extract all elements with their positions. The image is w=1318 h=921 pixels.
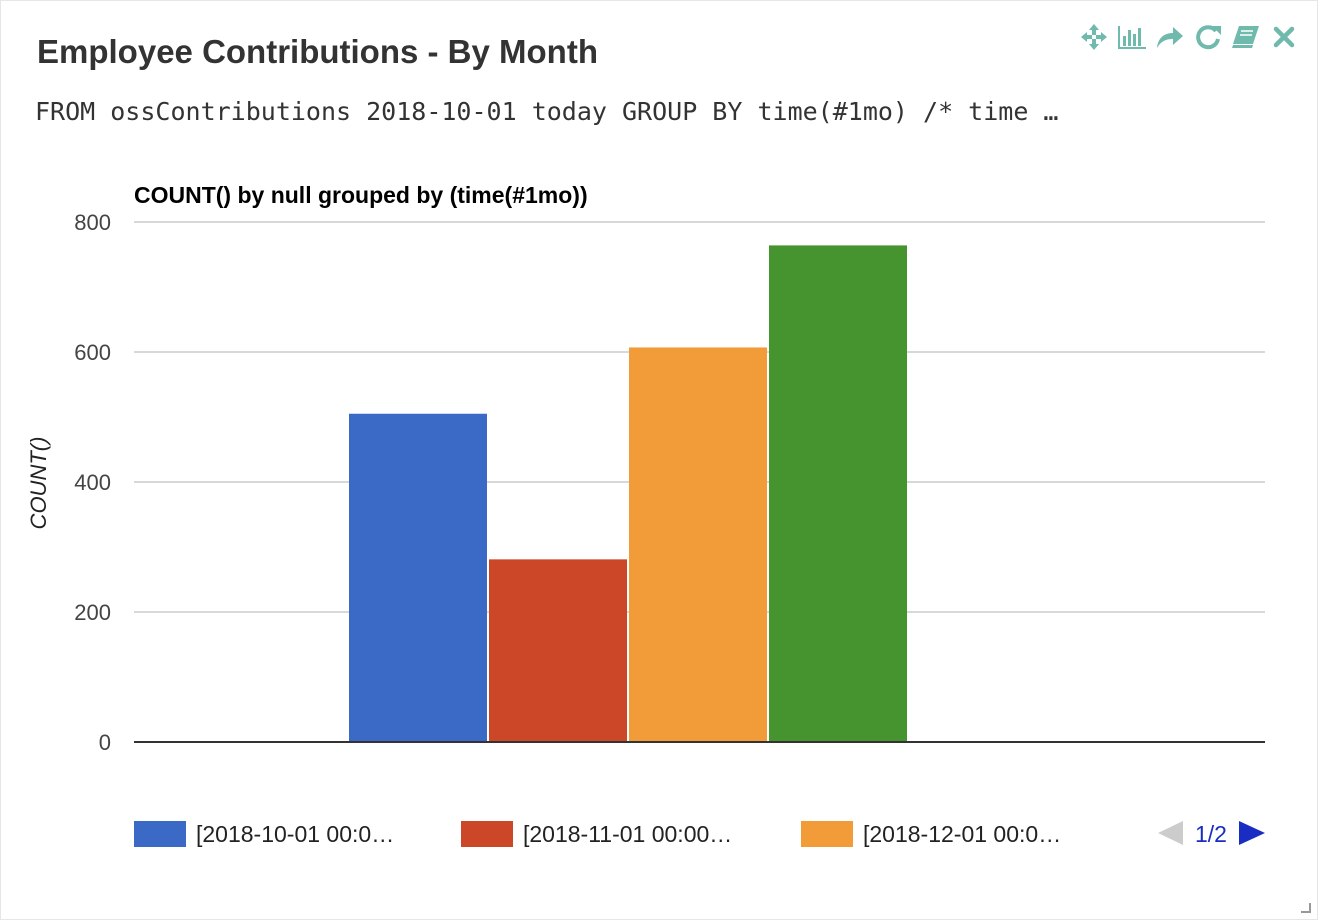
bar-series-2[interactable] bbox=[489, 559, 627, 742]
book-icon bbox=[1232, 26, 1259, 48]
pager-prev-icon[interactable] bbox=[1158, 821, 1183, 845]
y-tick-label: 200 bbox=[74, 600, 111, 625]
legend-swatch[interactable] bbox=[134, 821, 186, 847]
close-button[interactable] bbox=[1269, 21, 1299, 53]
bar-chart-icon bbox=[1118, 26, 1146, 49]
pager-next-icon[interactable] bbox=[1239, 821, 1265, 845]
resize-handle[interactable] bbox=[1301, 903, 1311, 913]
y-tick-label: 800 bbox=[74, 210, 111, 235]
query-text: FROM ossContributions 2018-10-01 today G… bbox=[35, 97, 1059, 126]
legend-swatch[interactable] bbox=[461, 821, 513, 847]
bar-series-1[interactable] bbox=[349, 413, 487, 742]
chart-title: COUNT() by null grouped by (time(#1mo)) bbox=[134, 182, 588, 208]
refresh-icon bbox=[1196, 25, 1221, 50]
y-tick-label: 600 bbox=[74, 340, 111, 365]
move-icon bbox=[1081, 24, 1107, 50]
close-icon bbox=[1273, 26, 1295, 48]
legend-label[interactable]: [2018-12-01 00:0… bbox=[863, 821, 1061, 847]
share-icon bbox=[1157, 27, 1183, 48]
chart-type-button[interactable] bbox=[1117, 21, 1147, 53]
y-tick-labels: 0 200 400 600 800 bbox=[74, 210, 111, 755]
legend-label[interactable]: [2018-11-01 00:00… bbox=[523, 821, 732, 847]
bar-series-3[interactable] bbox=[629, 347, 767, 742]
widget-title: Employee Contributions - By Month bbox=[37, 33, 598, 70]
share-button[interactable] bbox=[1155, 21, 1185, 53]
legend-pager: 1/2 bbox=[1158, 821, 1265, 847]
bar-series-4[interactable] bbox=[769, 245, 907, 742]
widget-toolbar bbox=[1079, 21, 1299, 53]
y-axis-label: COUNT() bbox=[26, 437, 51, 530]
legend-label[interactable]: [2018-10-01 00:0… bbox=[196, 821, 394, 847]
move-button[interactable] bbox=[1079, 21, 1109, 53]
refresh-button[interactable] bbox=[1193, 21, 1223, 53]
y-tick-label: 0 bbox=[99, 730, 111, 755]
bars bbox=[349, 245, 907, 742]
legend-swatch[interactable] bbox=[801, 821, 853, 847]
notes-button[interactable] bbox=[1231, 21, 1261, 53]
legend: [2018-10-01 00:0… [2018-11-01 00:00… [2018… bbox=[134, 821, 1061, 847]
y-tick-label: 400 bbox=[74, 470, 111, 495]
pager-label: 1/2 bbox=[1195, 821, 1227, 847]
